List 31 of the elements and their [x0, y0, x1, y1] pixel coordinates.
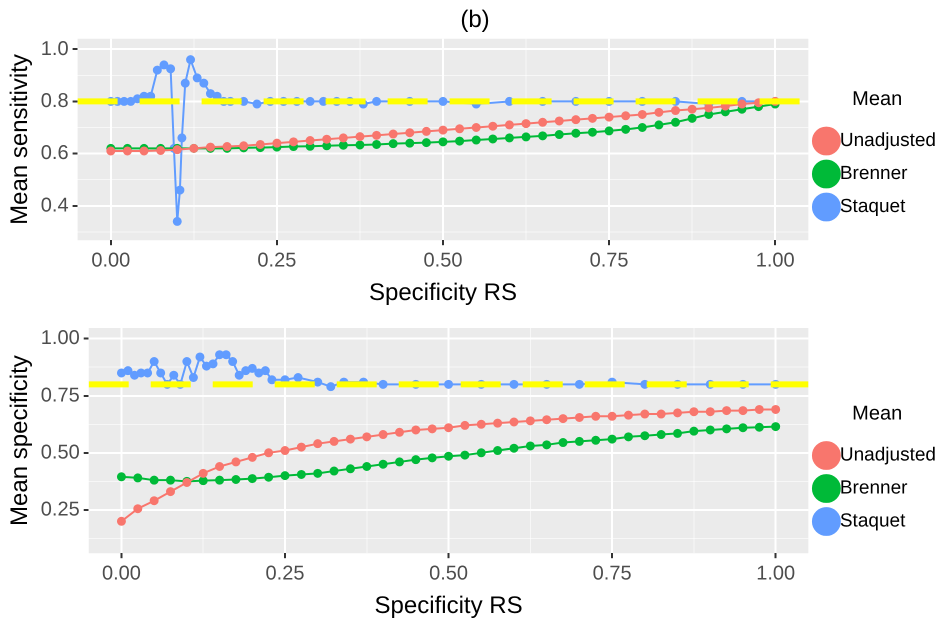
x-axis-title: Specificity RS: [374, 592, 523, 620]
y-tick-label: 0.50: [40, 441, 80, 464]
legend-title: Mean: [852, 402, 902, 425]
x-tick-label: 0.00: [102, 562, 141, 585]
x-tick-label: 1.00: [756, 250, 795, 272]
y-tick-label: 0.25: [40, 498, 80, 520]
legend-label: Brenner: [840, 478, 908, 499]
y-tick-label: 1.0: [40, 38, 69, 60]
x-axis-title: Specificity RS: [368, 279, 518, 306]
x-tick-label: 0.75: [590, 250, 629, 272]
x-tick-label: 0.25: [266, 562, 304, 585]
legend-label: Brenner: [840, 163, 908, 184]
y-tick-label: 0.75: [40, 384, 80, 406]
y-axis-title: Mean specificity: [6, 355, 34, 526]
x-tick-label: 0.50: [429, 562, 468, 585]
y-tick-label: 0.6: [40, 142, 69, 164]
legend-label: Unadjusted: [840, 130, 936, 152]
legend-label: Unadjusted: [840, 444, 936, 466]
y-axis-title: Mean sensitivity: [6, 54, 34, 225]
x-tick-label: 0.75: [592, 562, 632, 585]
chart-title: (b): [460, 6, 490, 34]
y-tick-label: 1.00: [40, 327, 80, 350]
legend-title: Mean: [852, 88, 902, 110]
legend-label: Staquet: [840, 196, 906, 218]
y-tick-label: 0.8: [40, 90, 69, 112]
x-tick-label: 0.00: [91, 250, 130, 272]
x-tick-label: 0.50: [424, 250, 462, 272]
y-tick-label: 0.4: [40, 194, 69, 216]
x-tick-label: 1.00: [756, 562, 796, 585]
x-tick-label: 0.25: [257, 250, 296, 272]
legend-label: Staquet: [840, 510, 906, 532]
